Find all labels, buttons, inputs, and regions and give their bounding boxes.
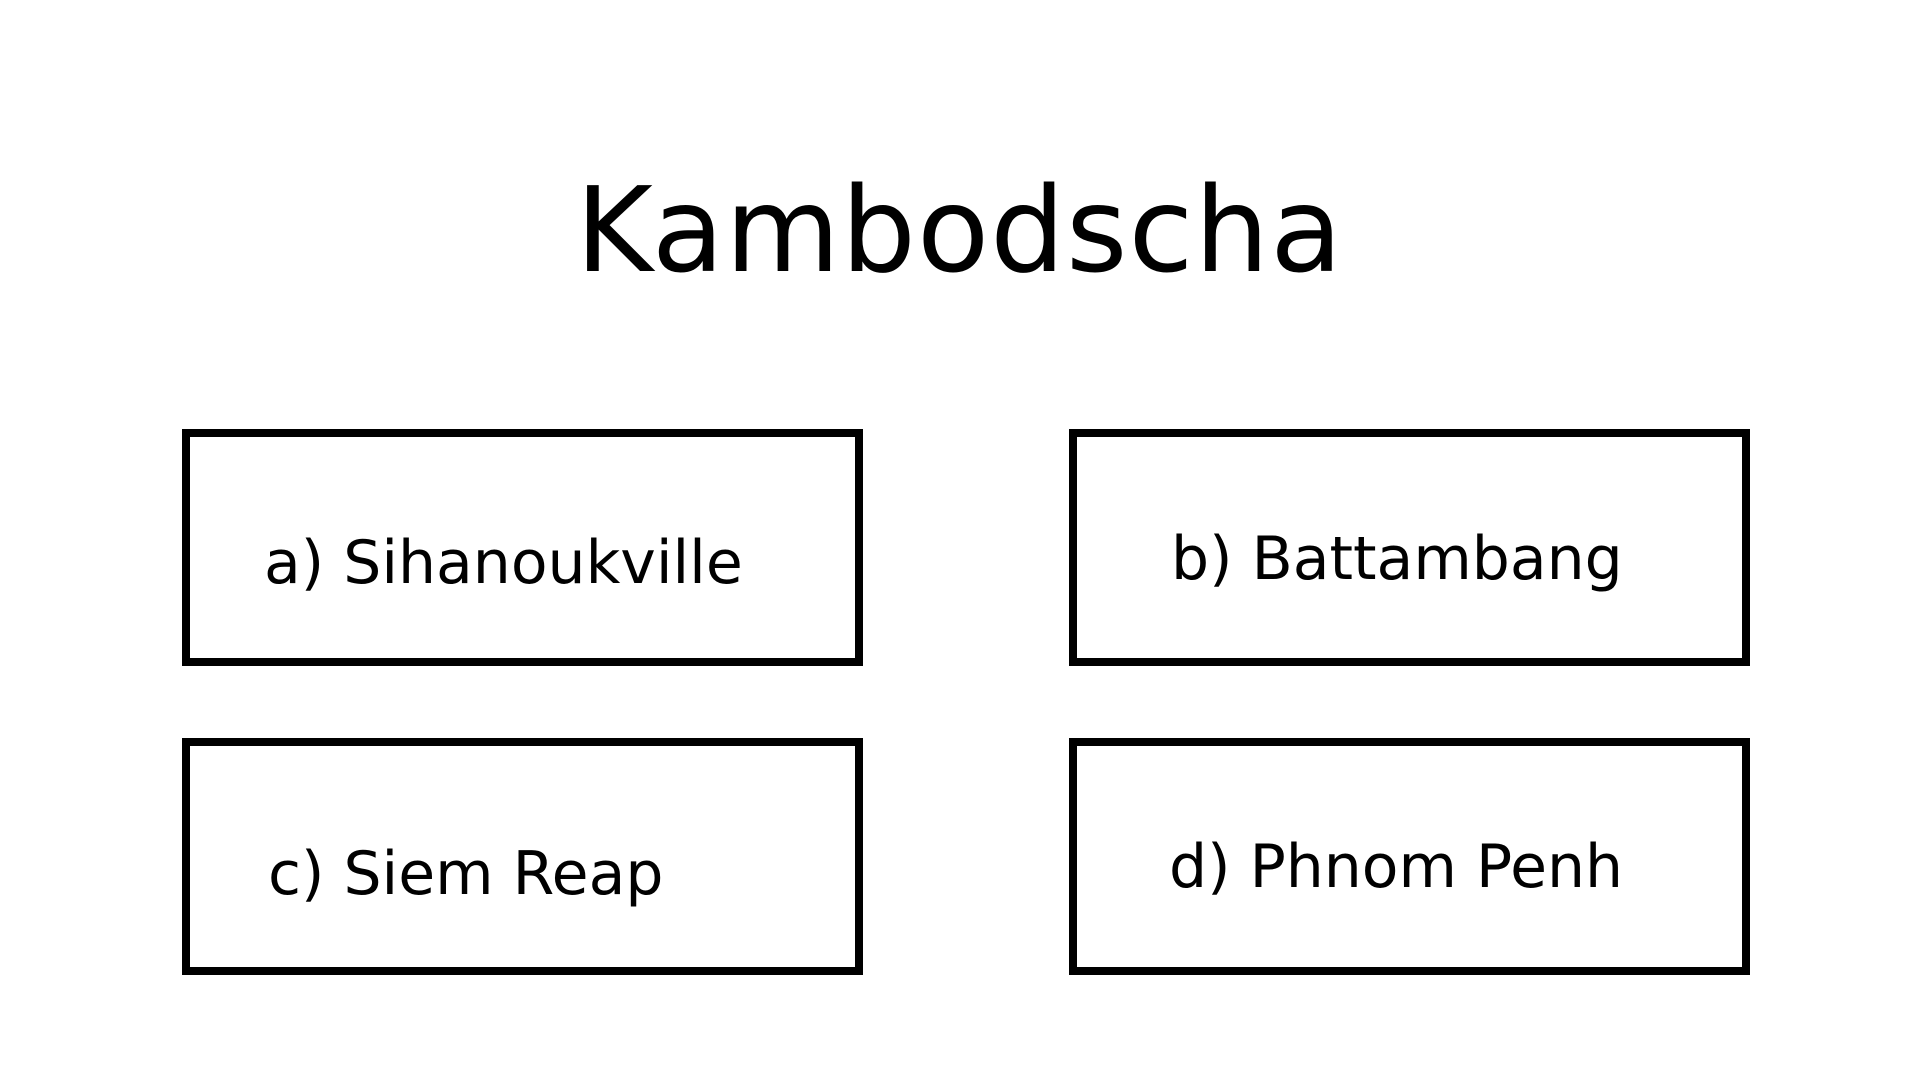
- answer-option-a[interactable]: a) Sihanoukville: [182, 429, 863, 666]
- answer-option-b[interactable]: b) Battambang: [1069, 429, 1750, 666]
- answer-option-b-label: b) Battambang: [1171, 524, 1623, 594]
- answer-option-c[interactable]: c) Siem Reap: [182, 738, 863, 975]
- answer-option-c-label: c) Siem Reap: [268, 839, 664, 909]
- answer-option-d[interactable]: d) Phnom Penh: [1069, 738, 1750, 975]
- quiz-title: Kambodscha: [575, 161, 1344, 299]
- answer-option-a-label: a) Sihanoukville: [264, 528, 743, 598]
- answer-option-d-label: d) Phnom Penh: [1169, 832, 1624, 902]
